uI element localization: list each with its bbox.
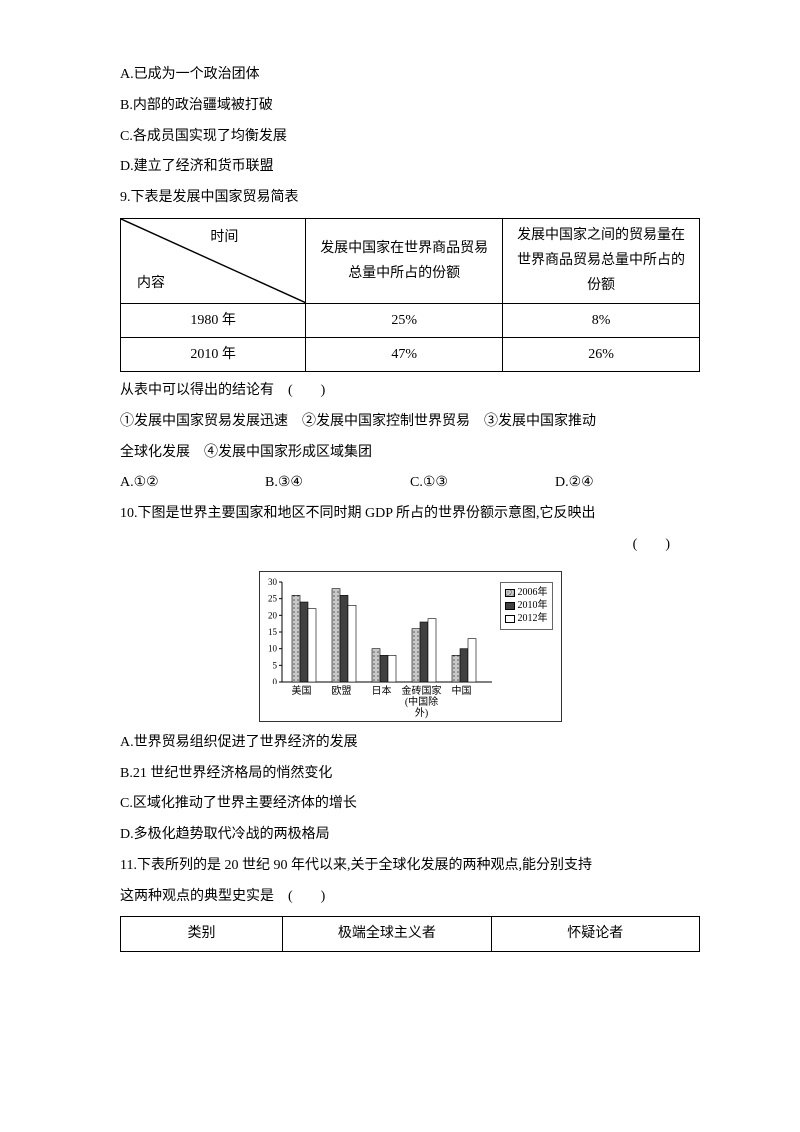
q9-diag-cell: 时间 内容 xyxy=(121,218,306,303)
q9-diag-content: 内容 xyxy=(137,271,165,296)
svg-text:25: 25 xyxy=(268,593,278,603)
svg-text:0: 0 xyxy=(272,677,277,684)
q9-r2-v2: 26% xyxy=(503,337,700,371)
q10-paren: ( ) xyxy=(120,530,700,561)
q9-r1-v2: 8% xyxy=(503,303,700,337)
svg-text:30: 30 xyxy=(268,578,278,587)
q9-r1-v1: 25% xyxy=(306,303,503,337)
q9-r2-year: 2010 年 xyxy=(121,337,306,371)
q9-option-b[interactable]: B.③④ xyxy=(265,468,410,499)
q11-table: 类别 极端全球主义者 怀疑论者 xyxy=(120,916,700,951)
q8-option-b[interactable]: B.内部的政治疆域被打破 xyxy=(120,91,700,122)
legend-swatch-2010 xyxy=(505,602,515,610)
q10-stem: 10.下图是世界主要国家和地区不同时期 GDP 所占的世界份额示意图,它反映出 xyxy=(120,499,700,530)
q9-option-c[interactable]: C.①③ xyxy=(410,468,555,499)
legend-swatch-2012 xyxy=(505,615,515,623)
q9-after3: 全球化发展 ④发展中国家形成区域集团 xyxy=(120,438,700,469)
q11-th2: 极端全球主义者 xyxy=(283,917,491,951)
q9-col1-header: 发展中国家在世界商品贸易总量中所占的份额 xyxy=(306,218,503,303)
q11-th3: 怀疑论者 xyxy=(491,917,699,951)
q9-options: A.①② B.③④ C.①③ D.②④ xyxy=(120,468,700,499)
q11-th1: 类别 xyxy=(121,917,283,951)
svg-text:15: 15 xyxy=(268,627,278,637)
q11-stem2: 这两种观点的典型史实是 ( ) xyxy=(120,882,700,913)
q8-option-d[interactable]: D.建立了经济和货币联盟 xyxy=(120,152,700,183)
svg-text:10: 10 xyxy=(268,643,278,653)
table-row: 2010 年 47% 26% xyxy=(121,337,700,371)
q9-col2-header: 发展中国家之间的贸易量在世界商品贸易总量中所占的份额 xyxy=(503,218,700,303)
q9-diag-time: 时间 xyxy=(210,225,238,250)
q10-chart-svg: 0 5 10 15 20 25 30 xyxy=(264,578,494,684)
q9-stem: 9.下表是发展中国家贸易简表 xyxy=(120,183,700,214)
q10-xlabels: 美国欧盟日本金砖国家(中国除外)中国 xyxy=(282,686,492,719)
q10-legend: 2006年 2010年 2012年 xyxy=(500,582,553,630)
q10-option-c[interactable]: C.区域化推动了世界主要经济体的增长 xyxy=(120,789,700,820)
table-row: 类别 极端全球主义者 怀疑论者 xyxy=(121,917,700,951)
q9-after2: ①发展中国家贸易发展迅速 ②发展中国家控制世界贸易 ③发展中国家推动 xyxy=(120,407,700,438)
q9-option-a[interactable]: A.①② xyxy=(120,468,265,499)
q9-option-d[interactable]: D.②④ xyxy=(555,468,700,499)
q10-option-d[interactable]: D.多极化趋势取代冷战的两极格局 xyxy=(120,820,700,851)
legend-label-2006: 2006年 xyxy=(518,587,548,599)
q9-after1: 从表中可以得出的结论有 ( ) xyxy=(120,376,700,407)
q10-option-a[interactable]: A.世界贸易组织促进了世界经济的发展 xyxy=(120,728,700,759)
q11-stem1: 11.下表所列的是 20 世纪 90 年代以来,关于全球化发展的两种观点,能分别… xyxy=(120,851,700,882)
q10-chart: 0 5 10 15 20 25 30 美国欧盟日本金砖国家(中国除外)中国 2006年 20… xyxy=(259,571,562,722)
table-row: 1980 年 25% 8% xyxy=(121,303,700,337)
svg-text:5: 5 xyxy=(272,660,277,670)
q8-option-c[interactable]: C.各成员国实现了均衡发展 xyxy=(120,122,700,153)
q9-table: 时间 内容 发展中国家在世界商品贸易总量中所占的份额 发展中国家之间的贸易量在世… xyxy=(120,218,700,372)
q10-option-b[interactable]: B.21 世纪世界经济格局的悄然变化 xyxy=(120,759,700,790)
svg-text:20: 20 xyxy=(268,610,278,620)
q8-option-a[interactable]: A.已成为一个政治团体 xyxy=(120,60,700,91)
q9-r2-v1: 47% xyxy=(306,337,503,371)
legend-label-2012: 2012年 xyxy=(518,613,548,625)
legend-swatch-2006 xyxy=(505,589,515,597)
legend-label-2010: 2010年 xyxy=(518,600,548,612)
q9-r1-year: 1980 年 xyxy=(121,303,306,337)
